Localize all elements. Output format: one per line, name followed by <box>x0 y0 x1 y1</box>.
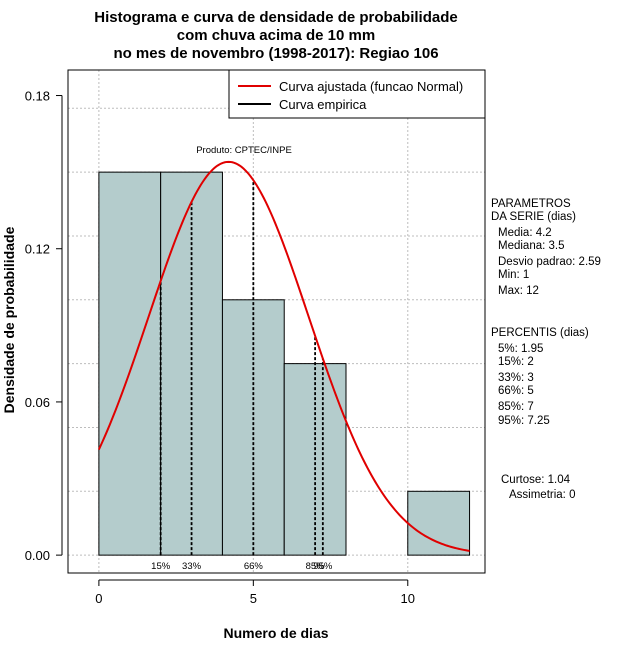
percentile-label: 15% <box>151 561 171 572</box>
y-tick-label: 0.18 <box>25 89 50 104</box>
param-media: Media: 4.2 <box>498 227 552 239</box>
y-tick-label: 0.12 <box>25 242 50 257</box>
y-axis: 0.00 0.06 0.12 0.18 <box>25 89 63 563</box>
percentil-15: 15%: 2 <box>498 356 534 368</box>
percentil-95: 95%: 7.25 <box>498 415 550 427</box>
percentil-85: 85%: 7 <box>498 401 534 413</box>
chart-title-line-1: Histograma e curva de densidade de proba… <box>94 9 457 26</box>
params-title-line-1: PARAMETROS <box>491 198 571 210</box>
percentil-66: 66%: 5 <box>498 385 534 397</box>
chart-title-line-3: no mes de novembro (1998-2017): Regiao 1… <box>113 45 438 62</box>
histogram-bar <box>98 171 162 556</box>
normal-fit-curve <box>97 160 470 552</box>
x-axis-title: Numero de dias <box>223 625 328 641</box>
percentil-5: 5%: 1.95 <box>498 343 543 355</box>
x-axis: 0 5 10 <box>95 579 415 606</box>
param-mediana: Mediana: 3.5 <box>498 240 565 252</box>
param-desvio: Desvio padrao: 2.59 <box>498 256 601 268</box>
series-parameters-panel: PARAMETROS DA SERIE (dias) Media: 4.2 Me… <box>491 198 601 297</box>
params-title-line-2: DA SERIE (dias) <box>491 211 576 223</box>
x-tick-label: 5 <box>250 591 257 606</box>
curtose-value: Curtose: 1.04 <box>501 474 571 486</box>
percentile-label: 66% <box>244 561 264 572</box>
y-axis-title: Densidade de probabilidade <box>1 226 17 413</box>
percentile-label: 85% <box>306 561 326 572</box>
percentis-title: PERCENTIS (dias) <box>491 327 589 339</box>
percentil-33: 33%: 3 <box>498 372 534 384</box>
y-tick-label: 0.06 <box>25 395 50 410</box>
percentile-labels: 15% 33% 66% 85%95% <box>151 561 333 572</box>
x-tick-label: 10 <box>401 591 415 606</box>
shape-stats-panel: Curtose: 1.04 Assimetria: 0 <box>501 474 575 501</box>
assimetria-value: Assimetria: 0 <box>509 489 575 501</box>
y-tick-label: 0.00 <box>25 548 50 563</box>
percentile-label: 95% <box>313 561 333 572</box>
legend-label-empirical: Curva empirica <box>279 97 367 112</box>
percentile-label: 33% <box>182 561 202 572</box>
histogram-bar <box>407 490 471 556</box>
legend: Curva ajustada (funcao Normal) Curva emp… <box>228 69 486 119</box>
percentiles-panel: PERCENTIS (dias) 5%: 1.95 15%: 2 33%: 3 … <box>491 327 589 427</box>
chart-title-line-2: com chuva acima de 10 mm <box>177 27 375 44</box>
x-tick-label: 0 <box>95 591 102 606</box>
product-annotation: Produto: CPTEC/INPE <box>196 145 292 156</box>
param-min: Min: 1 <box>498 269 529 281</box>
param-max: Max: 12 <box>498 285 539 297</box>
legend-box <box>228 69 486 119</box>
legend-label-normal: Curva ajustada (funcao Normal) <box>279 79 463 94</box>
percentile-lines <box>159 180 324 556</box>
